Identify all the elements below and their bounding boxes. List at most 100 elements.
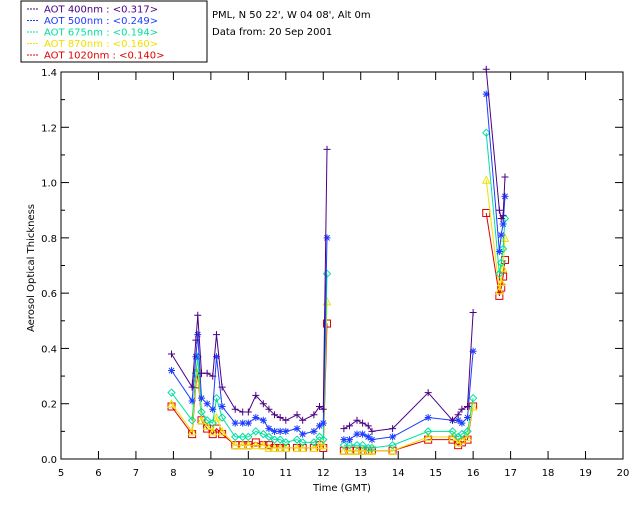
data-point: [259, 429, 268, 439]
data-point: [208, 426, 218, 436]
y-tick-label: 0.8: [41, 234, 57, 245]
data-point: [252, 391, 260, 399]
series-group: [167, 65, 510, 455]
data-point: [454, 416, 462, 424]
data-point: [203, 369, 211, 377]
y-tick-label: 1.2: [41, 123, 57, 134]
data-point: [309, 438, 319, 447]
y-axis: 0.0 0.2 0.4 0.6 0.8 1.0 1.2 1.4: [41, 68, 623, 466]
data-point: [276, 414, 284, 422]
data-point: [298, 438, 307, 447]
data-point: [270, 435, 279, 444]
data-point: [352, 440, 362, 450]
data-point: [218, 402, 226, 410]
x-tick-label: 7: [133, 468, 139, 479]
data-point: [187, 416, 197, 425]
data-point: [209, 372, 217, 380]
data-point: [495, 206, 503, 214]
data-point: [252, 414, 260, 422]
data-point: [449, 416, 457, 424]
data-point: [482, 128, 491, 138]
series-line: [171, 149, 328, 421]
data-point: [499, 212, 507, 220]
data-point: [212, 331, 220, 339]
y-tick-label: 0.4: [41, 344, 57, 355]
data-point: [168, 367, 176, 375]
data-point: [345, 440, 354, 450]
data-point: [498, 263, 508, 273]
x-tick-label: 14: [392, 468, 405, 479]
data-point: [501, 192, 509, 200]
x-tick-label: 6: [95, 468, 101, 479]
data-point: [423, 432, 433, 441]
series-2: [168, 90, 509, 444]
data-point: [322, 269, 332, 279]
data-point: [198, 394, 205, 402]
x-tick-label: 18: [542, 468, 555, 479]
series-line: [343, 351, 474, 441]
series-4: [167, 175, 510, 455]
data-point: [315, 432, 324, 442]
data-point: [168, 350, 176, 358]
data-point: [448, 427, 457, 436]
legend-entry: AOT 500nm : <0.249>: [44, 16, 158, 27]
data-point: [469, 347, 477, 355]
data-point: [319, 405, 327, 413]
data-point: [292, 435, 302, 444]
data-point: [495, 269, 504, 279]
x-tick-label: 17: [504, 468, 517, 479]
data-point: [244, 408, 252, 416]
data-point: [454, 411, 462, 419]
data-point: [209, 405, 217, 413]
series-line: [343, 398, 474, 449]
data-point: [167, 388, 176, 397]
data-point: [197, 407, 206, 417]
data-point: [482, 90, 490, 98]
y-tick-label: 0.0: [41, 455, 57, 466]
data-point: [345, 422, 353, 430]
data-point: [499, 220, 507, 228]
y-tick-label: 0.6: [41, 289, 57, 300]
data-point: [458, 405, 466, 413]
data-point: [194, 331, 202, 339]
x-tick-label: 12: [317, 468, 330, 479]
data-point: [340, 425, 348, 433]
legend: AOT 400nm : <0.317>AOT 500nm : <0.249>AO…: [20, 0, 208, 63]
data-point: [282, 416, 290, 424]
data-point: [259, 416, 267, 424]
legend-entry: AOT 870nm : <0.160>: [44, 39, 158, 50]
x-tick-label: 13: [354, 468, 367, 479]
plot-border: [60, 71, 624, 460]
data-point: [194, 311, 202, 319]
x-axis-label: Time (GMT): [312, 483, 371, 494]
data-point: [281, 438, 291, 447]
data-point: [358, 446, 367, 455]
data-point: [203, 400, 211, 408]
data-point: [318, 440, 328, 450]
data-point: [501, 173, 509, 181]
series-line: [343, 406, 474, 452]
data-point: [323, 234, 331, 242]
x-tick-label: 19: [579, 468, 592, 479]
data-point: [359, 419, 367, 427]
data-point: [265, 405, 273, 413]
data-point: [259, 400, 267, 408]
data-point: [212, 353, 220, 361]
data-point: [244, 432, 253, 442]
data-point: [367, 443, 377, 453]
data-point: [293, 411, 301, 419]
data-point: [298, 443, 307, 452]
data-point: [367, 446, 377, 455]
legend-entry: AOT 675nm : <0.194>: [44, 28, 158, 39]
data-point: [217, 426, 227, 436]
data-point: [319, 419, 327, 427]
legend-entry: AOT 1020nm : <0.140>: [44, 51, 164, 62]
data-point: [188, 397, 196, 405]
data-point: [495, 248, 503, 256]
data-point: [389, 425, 397, 433]
x-tick-label: 5: [58, 468, 64, 479]
legend-entry: AOT 400nm : <0.317>: [44, 5, 158, 16]
plot-frame: [60, 71, 624, 460]
data-point: [340, 436, 348, 444]
